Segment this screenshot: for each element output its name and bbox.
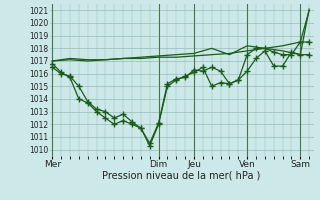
X-axis label: Pression niveau de la mer( hPa ): Pression niveau de la mer( hPa ) [102, 171, 261, 181]
